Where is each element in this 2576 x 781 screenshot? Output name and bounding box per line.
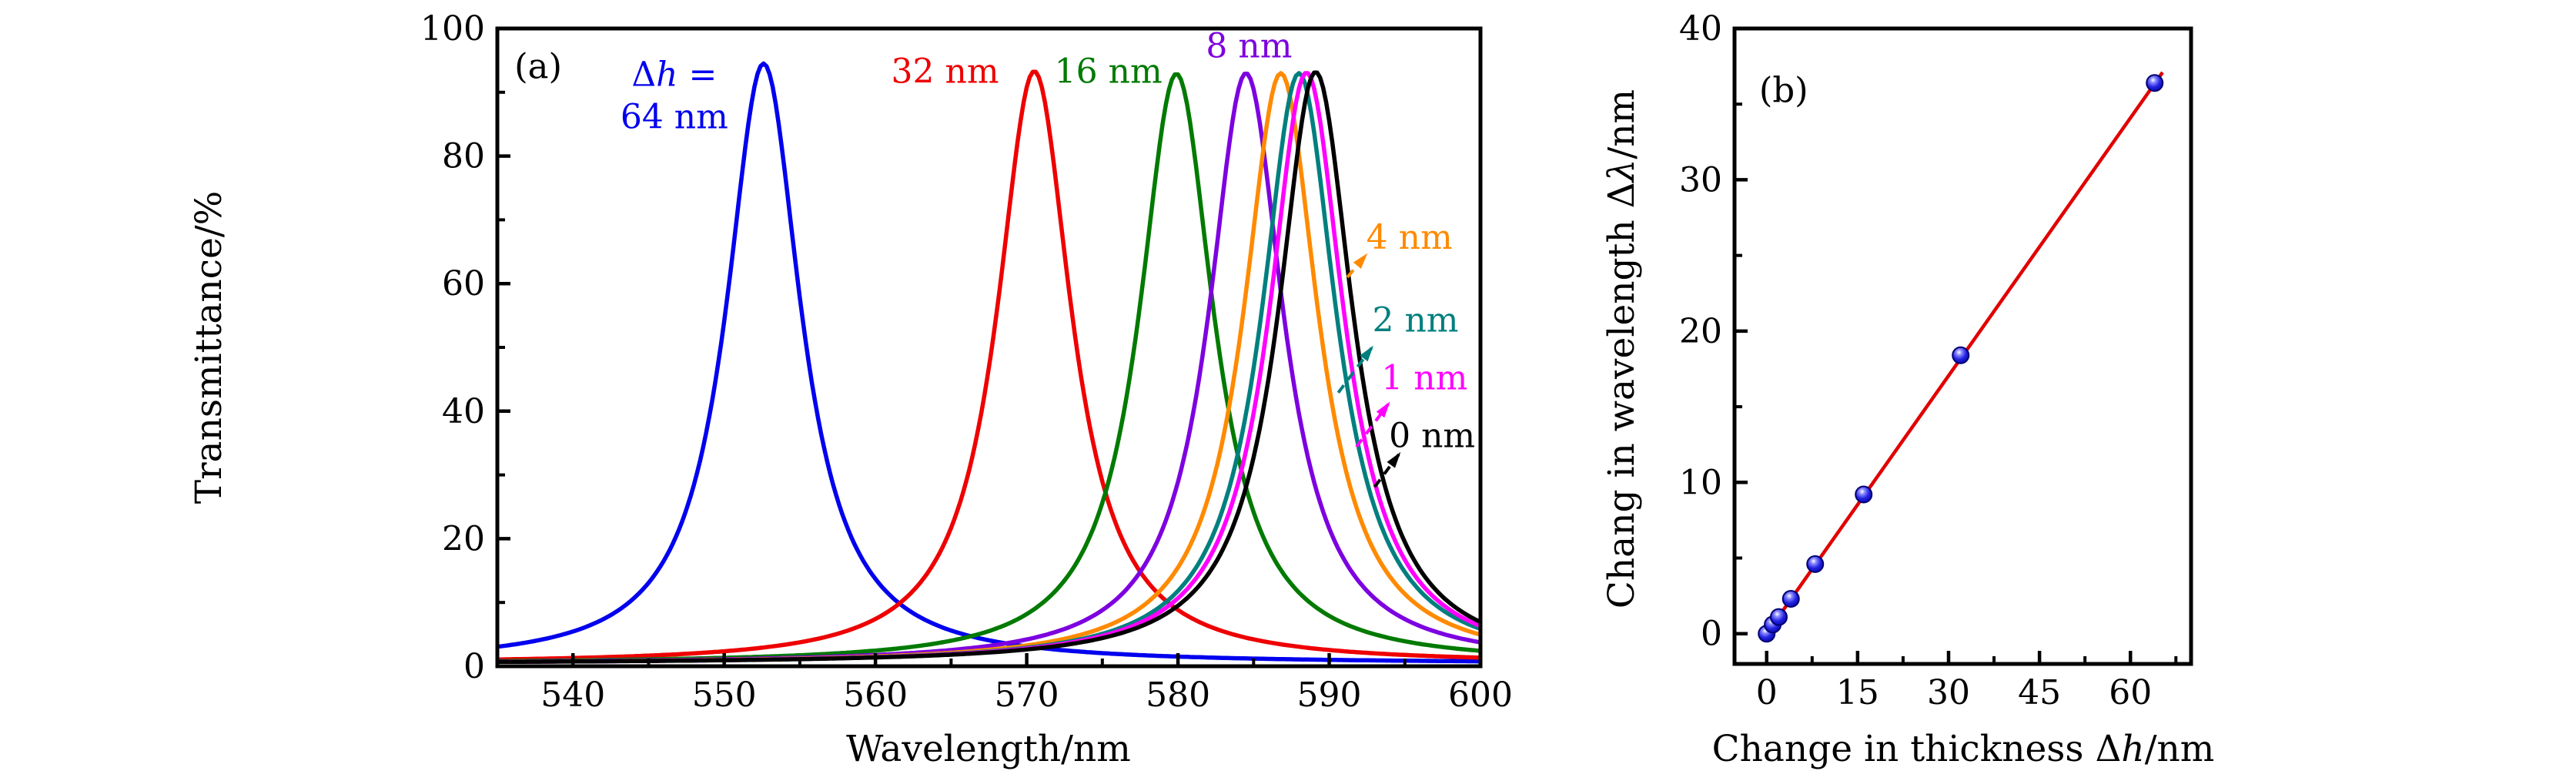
x-tick-label: 540 (540, 675, 605, 715)
x-axis-title: Wavelength/nm (846, 728, 1131, 770)
data-point-dh-32nm (1952, 346, 1970, 364)
y-tick-label: 0 (1701, 615, 1722, 654)
y-tick-label: 20 (1679, 312, 1722, 351)
panel-b-wavelength-shift: 0 15 30 45 60 0 10 20 30 40 Change in thickness Δh… (1601, 9, 2214, 770)
spectrum-curve-dh-32nm (497, 69, 1480, 662)
data-point-dh-4nm (1781, 590, 1800, 608)
y-tick-label: 80 (442, 137, 485, 176)
annotation-arrowhead (1353, 253, 1368, 269)
y-tick-label: 100 (420, 9, 485, 49)
annotation-label-1nm: 1 nm (1381, 359, 1467, 398)
annotation-arrowhead (1387, 451, 1401, 468)
x-tick-label: 560 (843, 675, 908, 715)
x-tick-label: 45 (2018, 673, 2061, 712)
x-tick-label: 0 (1756, 673, 1778, 712)
annotation-label-8nm: 8 nm (1206, 26, 1292, 65)
data-point-dh-64nm (2146, 74, 2164, 92)
y-tick-label: 10 (1679, 463, 1722, 502)
x-tick-label: 60 (2109, 673, 2152, 712)
annotation-dh-64: 64 nm (621, 97, 728, 136)
data-point-dh-2nm (1769, 608, 1788, 626)
x-tick-label: 580 (1146, 675, 1210, 715)
annotation-label-2nm: 2 nm (1372, 300, 1458, 340)
y-axis-title: Transmittance/% (188, 191, 230, 504)
annotation-label-16nm: 16 nm (1055, 52, 1163, 91)
data-point-dh-16nm (1855, 485, 1873, 504)
y-tick-label: 60 (442, 264, 485, 303)
y-tick-label: 30 (1679, 160, 1722, 199)
x-tick-label: 550 (692, 675, 757, 715)
annotation-panel-b-label: (b) (1759, 70, 1808, 111)
annotation-panel-a-label: (a) (514, 46, 562, 87)
annotation-arrowhead (1376, 401, 1390, 418)
spectrum-curve-dh-64nm (497, 61, 1480, 664)
y-tick-label: 0 (463, 647, 485, 686)
y-tick-label: 40 (1679, 9, 1722, 49)
x-axis-title: Change in thickness Δh/nm (1712, 728, 2215, 770)
x-tick-label: 15 (1836, 673, 1879, 712)
x-tick-label: 600 (1448, 675, 1513, 715)
data-point-dh-8nm (1806, 555, 1825, 573)
data-layer (1758, 71, 2164, 643)
annotation-arrow (1355, 403, 1390, 448)
annotation-label-4nm: 4 nm (1367, 218, 1453, 257)
annotation-label-32nm: 32 nm (892, 52, 999, 91)
y-tick-label: 20 (442, 519, 485, 558)
spectrum-curve-dh-0nm (497, 70, 1480, 665)
annotation-label-0nm: 0 nm (1389, 416, 1475, 455)
axes-box (1732, 26, 2193, 666)
x-tick-label: 30 (1927, 673, 1970, 712)
x-tick-label: 570 (995, 675, 1059, 715)
x-tick-label: 590 (1297, 675, 1362, 715)
data-layer (497, 61, 1480, 665)
annotation-arrowhead (1360, 345, 1373, 362)
annotation-dh-equals: Δh = (631, 55, 717, 95)
y-axis-title: Chang in wavelength Δλ/nm (1601, 89, 1643, 608)
panel-a-transmittance-spectra: 540 550 560 570 580 590 600 0 20 40 60 80 100 Wavelen… (188, 9, 1513, 770)
y-tick-label: 40 (442, 392, 485, 431)
